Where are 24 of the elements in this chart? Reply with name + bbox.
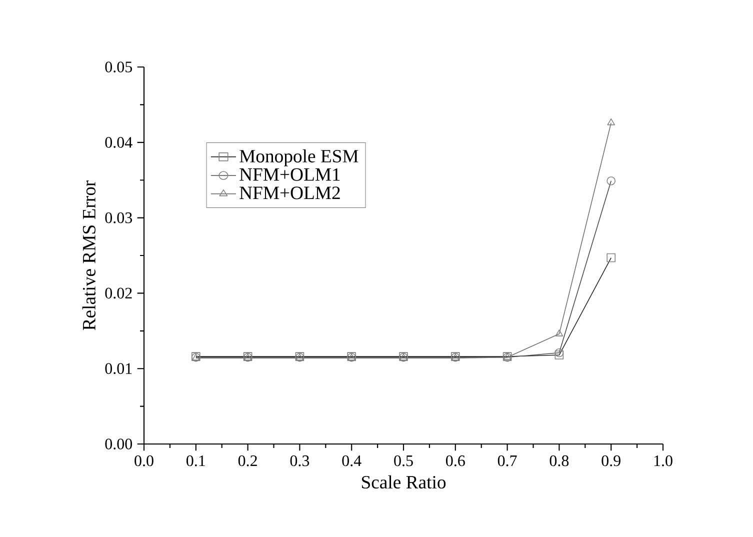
- legend-label: Monopole ESM: [240, 149, 358, 166]
- legend-label: NFM+OLM2: [240, 186, 340, 200]
- x-tick-label: 1.0: [654, 455, 672, 466]
- y-tick-label: 0.05: [105, 62, 132, 72]
- x-tick-label: 0.2: [238, 455, 257, 466]
- y-axis-title: Relative RMS Error: [82, 180, 96, 330]
- x-tick-label: 0.4: [342, 455, 362, 466]
- x-tick-label: 0.3: [290, 455, 310, 466]
- x-tick-label: 0.0: [134, 455, 154, 466]
- point: [555, 330, 564, 336]
- y-tick-label: 0.01: [105, 363, 132, 374]
- x-tick-label: 0.7: [498, 455, 517, 466]
- y-tick-label: 0.04: [105, 136, 132, 148]
- x-tick-label: 0.5: [394, 455, 413, 466]
- y-tick-label: 0.03: [105, 212, 132, 224]
- x-tick-label: 0.1: [186, 455, 205, 466]
- legend-label: NFM+OLM1: [240, 168, 340, 181]
- point: [607, 118, 615, 126]
- y-tick-label: 0.00: [105, 438, 132, 450]
- x-tick-label: 0.9: [602, 455, 620, 466]
- x-tick-label: 0.6: [446, 455, 465, 466]
- x-axis-title: Scale Ratio: [362, 475, 446, 489]
- y-tick-label: 0.02: [105, 288, 132, 299]
- x-tick-label: 0.8: [550, 455, 569, 466]
